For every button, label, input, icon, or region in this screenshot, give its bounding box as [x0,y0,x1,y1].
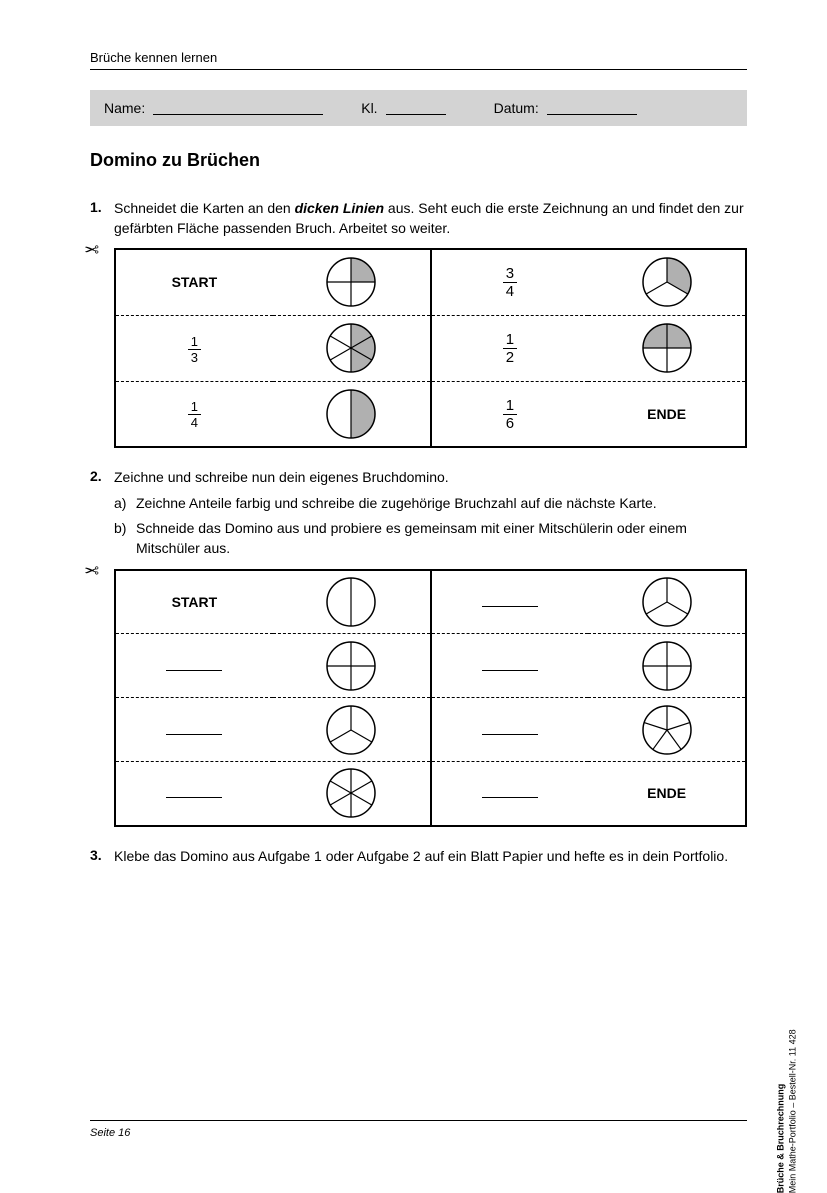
domino-cell: START [115,570,273,634]
task2a-text: Zeichne Anteile farbig und schreibe die … [136,494,747,514]
domino-cell: 16 [431,381,589,447]
name-label: Name: [104,100,145,116]
domino-cell [273,634,431,698]
domino-cell [588,698,746,762]
domino-cell [588,315,746,381]
domino-cell [431,570,589,634]
task2b-letter: b) [114,519,136,558]
domino-cell: ENDE [588,762,746,826]
date-blank[interactable] [547,101,637,115]
task-3-text: Klebe das Domino aus Aufgabe 1 oder Aufg… [114,847,747,867]
domino-cell [588,249,746,315]
name-blank[interactable] [153,101,323,115]
domino-cell: START [115,249,273,315]
domino-cell: ENDE [588,381,746,447]
domino-2-wrap: ✂ STARTENDE [114,569,747,827]
domino-cell [115,762,273,826]
task2b-text: Schneide das Domino aus und probiere es … [136,519,747,558]
kl-blank[interactable] [386,101,446,115]
domino-cell [588,570,746,634]
task-1-num: 1. [90,199,114,238]
page-footer: Seite 16 [90,1120,747,1139]
side-publisher-text: Brüche & Bruchrechnung Mein Mathe-Portfo… [776,1029,799,1193]
domino-cell [273,249,431,315]
domino-1-wrap: ✂ START3413121416ENDE [114,248,747,448]
domino-cell [115,634,273,698]
domino-cell [431,634,589,698]
side-line1: Brüche & Bruchrechnung [776,1083,786,1193]
domino-cell: 13 [115,315,273,381]
task-2: 2. Zeichne und schreibe nun dein eigenes… [90,468,747,558]
task2-main: Zeichne und schreibe nun dein eigenes Br… [114,468,747,488]
page-header: Brüche kennen lernen [90,50,747,70]
domino-cell [431,762,589,826]
domino-cell [588,634,746,698]
domino-cell [273,570,431,634]
info-bar: Name: Kl. Datum: [90,90,747,126]
domino-cell [273,762,431,826]
task-1-text: Schneidet die Karten an den dicken Linie… [114,199,747,238]
task-2-num: 2. [90,468,114,558]
task1-em: dicken Linien [295,200,384,216]
domino-cell [273,315,431,381]
domino-cell: 12 [431,315,589,381]
worksheet-title: Domino zu Brüchen [90,150,747,171]
task-2-text: Zeichne und schreibe nun dein eigenes Br… [114,468,747,558]
task-3: 3. Klebe das Domino aus Aufgabe 1 oder A… [90,847,747,867]
kl-label: Kl. [361,100,377,116]
scissors-icon: ✂ [84,240,99,261]
domino-1-table: START 34 13 12 14 16ENDE [114,248,747,448]
domino-2-table: START ENDE [114,569,747,827]
side-line2: Mein Mathe-Portfolio – Bestell-Nr. 11 42… [787,1029,799,1193]
task2a-letter: a) [114,494,136,514]
domino-cell: 34 [431,249,589,315]
domino-cell [431,698,589,762]
domino-cell [273,381,431,447]
domino-cell: 14 [115,381,273,447]
domino-cell [273,698,431,762]
task1-pre: Schneidet die Karten an den [114,200,295,216]
task-1: 1. Schneidet die Karten an den dicken Li… [90,199,747,238]
scissors-icon: ✂ [84,561,99,582]
date-label: Datum: [494,100,539,116]
domino-cell [115,698,273,762]
task-3-num: 3. [90,847,114,867]
